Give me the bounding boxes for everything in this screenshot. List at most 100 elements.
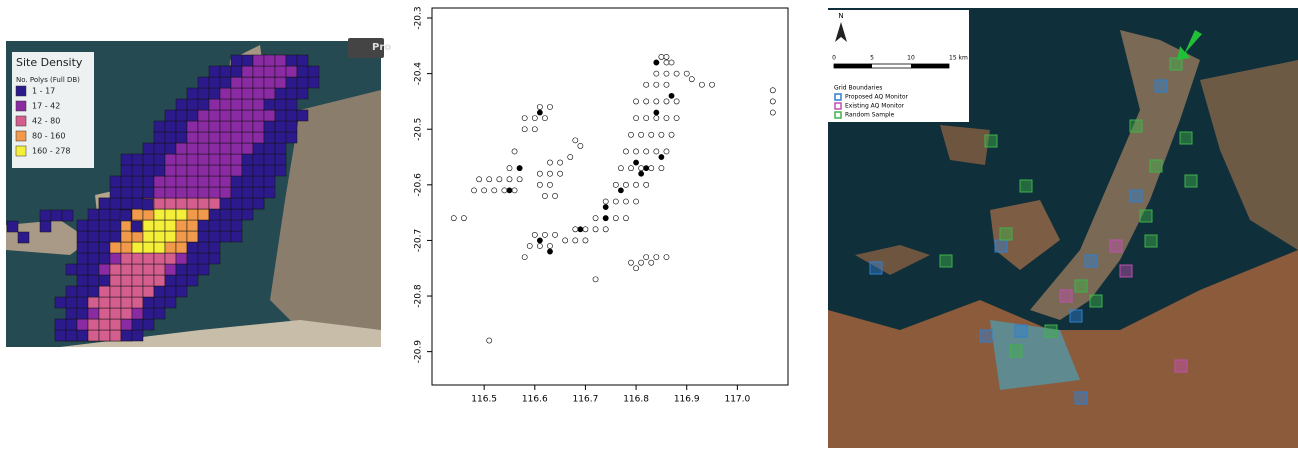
grid-cell <box>121 308 132 319</box>
grid-cell <box>165 286 176 297</box>
grid-cell <box>231 99 242 110</box>
grid-cell <box>88 242 99 253</box>
point <box>547 160 552 165</box>
grid-cell <box>154 187 165 198</box>
grid-cell <box>165 297 176 308</box>
grid-cell <box>143 308 154 319</box>
point <box>664 149 669 154</box>
grid-cell <box>143 231 154 242</box>
grid-cell <box>308 77 319 88</box>
grid-cell <box>242 132 253 143</box>
point <box>507 177 512 182</box>
grid-cell <box>264 121 275 132</box>
point <box>664 82 669 87</box>
grid-cell <box>121 253 132 264</box>
point <box>537 110 542 115</box>
grid-cell <box>1170 58 1182 70</box>
grid-cell <box>253 77 264 88</box>
grid-cell <box>165 121 176 132</box>
point <box>618 166 623 171</box>
grid-cell <box>121 297 132 308</box>
grid-cell <box>143 176 154 187</box>
grid-cell <box>1110 240 1122 252</box>
grid-cell <box>220 99 231 110</box>
point <box>669 60 674 65</box>
legend-label: 80 - 160 <box>32 132 65 141</box>
grid-cell <box>187 110 198 121</box>
point <box>644 255 649 260</box>
grid-cell <box>220 231 231 242</box>
point <box>482 188 487 193</box>
point <box>537 238 542 243</box>
grid-cell <box>154 165 165 176</box>
grid-cell <box>66 286 77 297</box>
point <box>603 216 608 221</box>
grid-cell <box>253 121 264 132</box>
point <box>451 216 456 221</box>
grid-cell <box>209 132 220 143</box>
grid-cell <box>99 231 110 242</box>
grid-cell <box>1180 132 1192 144</box>
grid-cell <box>131 221 142 232</box>
grid-cell <box>275 165 286 176</box>
grid-cell <box>77 275 88 286</box>
grid-cell <box>1130 190 1142 202</box>
grid-cell <box>231 110 242 121</box>
grid-cell <box>88 231 99 242</box>
grid-cell <box>264 66 275 77</box>
grid-cell <box>143 253 154 264</box>
grid-cell <box>209 253 220 264</box>
grid-cell <box>165 154 176 165</box>
grid-cell <box>165 209 176 220</box>
grid-cell <box>242 110 253 121</box>
grid-cell <box>121 220 132 231</box>
point <box>578 143 583 148</box>
grid-cell <box>264 176 275 187</box>
grid-cell <box>77 308 88 319</box>
grid-cell <box>198 165 209 176</box>
button-label[interactable]: Pro <box>372 42 391 53</box>
grid-cell <box>110 187 121 198</box>
grid-cell <box>275 77 286 88</box>
point <box>623 149 628 154</box>
point <box>709 82 714 87</box>
point <box>552 193 557 198</box>
grid-cell <box>231 88 242 99</box>
grid-cell <box>286 55 297 66</box>
y-tick-label: -20.4 <box>414 62 424 86</box>
y-tick-label: -20.9 <box>414 340 424 364</box>
scale-label: 15 km <box>949 55 968 62</box>
grid-cell <box>143 187 154 198</box>
grid-cell <box>231 77 242 88</box>
grid-cell <box>275 66 286 77</box>
scale-bar <box>834 64 872 68</box>
grid-cell <box>66 297 77 308</box>
grid-cell <box>143 220 154 231</box>
grid-cell <box>154 176 165 187</box>
grid-cell <box>220 66 231 77</box>
grid-cell <box>286 99 297 110</box>
grid-cell <box>264 187 275 198</box>
grid-cell <box>980 330 992 342</box>
grid-cell <box>275 143 286 154</box>
grid-cell <box>7 221 18 232</box>
grid-cell <box>231 143 242 154</box>
point <box>547 104 552 109</box>
grid-cell <box>231 66 242 77</box>
grid-cell <box>209 99 220 110</box>
x-tick-label: 116.8 <box>623 395 649 405</box>
grid-cell <box>209 209 220 220</box>
point <box>659 154 664 159</box>
grid-cell <box>198 110 209 121</box>
grid-cell <box>187 154 198 165</box>
grid-cell <box>120 210 131 221</box>
grid-cell <box>110 319 121 330</box>
grid-cell <box>99 198 110 209</box>
grid-cell <box>187 231 198 242</box>
grid-cell <box>242 99 253 110</box>
point <box>497 177 502 182</box>
grid-cell <box>198 121 209 132</box>
point <box>563 238 568 243</box>
point <box>644 99 649 104</box>
grid-cell <box>187 209 198 220</box>
